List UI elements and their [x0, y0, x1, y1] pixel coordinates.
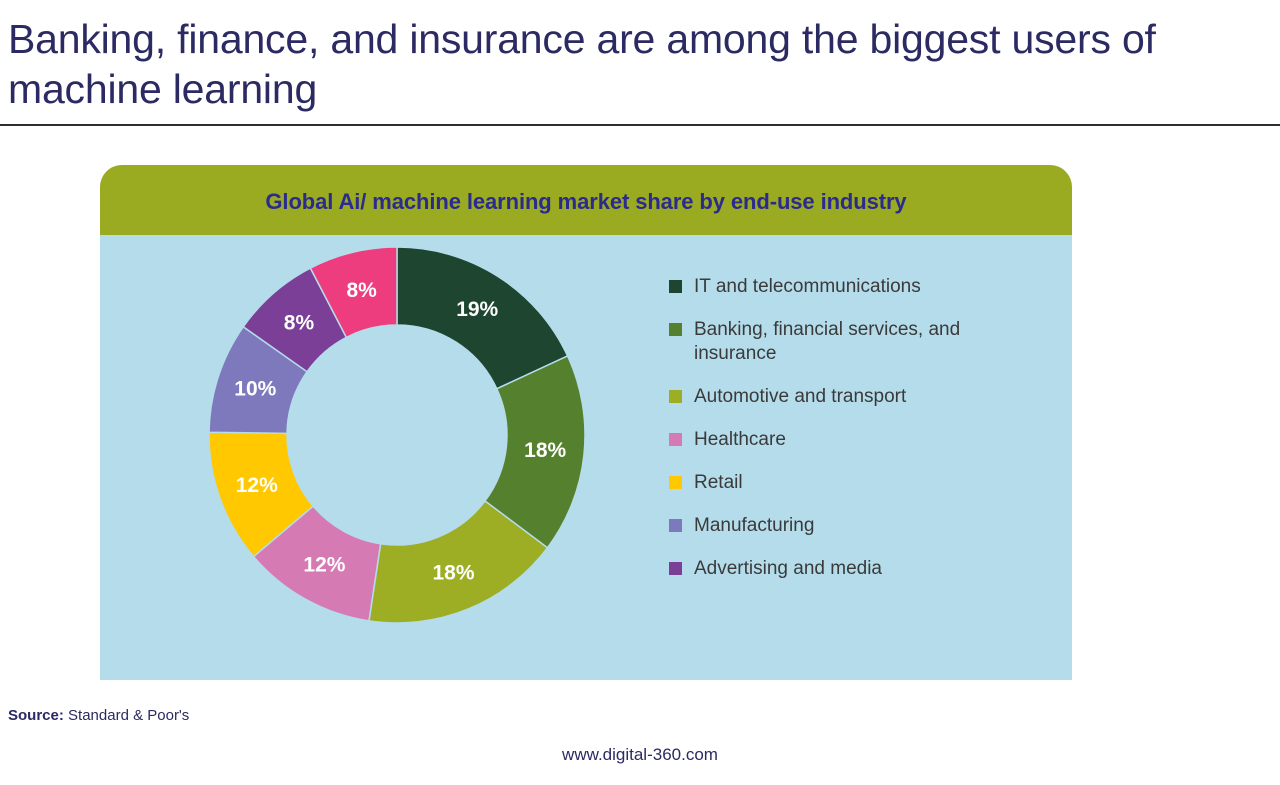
- donut-slice[interactable]: [309, 246, 398, 339]
- donut-svg: 19% 18% 18% 12% 12% 10% 8% 8%: [208, 246, 586, 624]
- donut-slice-label: 8%: [284, 311, 315, 334]
- donut-slice-group: [208, 246, 586, 624]
- site-url: www.digital-360.com: [562, 745, 718, 764]
- legend-swatch-icon: [669, 280, 682, 293]
- legend-item-label: IT and telecommunications: [694, 276, 921, 297]
- legend-item[interactable]: Automotive and transport: [669, 385, 1039, 409]
- legend-item-label: Healthcare: [694, 429, 786, 450]
- legend-swatch-icon: [669, 433, 682, 446]
- legend-item-label: Automotive and transport: [694, 386, 907, 407]
- chart-header-bar: Global Ai/ machine learning market share…: [100, 165, 1072, 235]
- legend-swatch-icon: [669, 562, 682, 575]
- legend-item[interactable]: IT and telecommunications: [669, 275, 1039, 299]
- donut-slice-label: 8%: [346, 279, 377, 302]
- legend-swatch-icon: [669, 323, 682, 336]
- page-title: Banking, finance, and insurance are amon…: [8, 16, 1156, 112]
- donut-chart: 19% 18% 18% 12% 12% 10% 8% 8%: [207, 245, 587, 625]
- legend-item-label: Retail: [694, 472, 743, 493]
- chart-card: Global Ai/ machine learning market share…: [100, 165, 1072, 680]
- donut-slice-label: 18%: [432, 561, 474, 584]
- legend-item[interactable]: Healthcare: [669, 428, 1039, 452]
- chart-body: 19% 18% 18% 12% 12% 10% 8% 8% IT and telecommun…: [100, 235, 1072, 680]
- donut-label-group: 19% 18% 18% 12% 12% 10% 8% 8%: [234, 279, 566, 585]
- legend-item-label: Manufacturing: [694, 515, 815, 536]
- legend-swatch-icon: [669, 476, 682, 489]
- donut-slice-label: 10%: [234, 377, 276, 400]
- source-label: Source:: [8, 707, 64, 724]
- legend-item[interactable]: Manufacturing: [669, 514, 1039, 538]
- legend-item-label: Advertising and media: [694, 558, 882, 579]
- title-divider: [0, 124, 1280, 126]
- legend-item[interactable]: Retail: [669, 471, 1039, 495]
- legend-item-label: Banking, financial services, and insuran…: [694, 319, 961, 364]
- donut-slice-label: 19%: [456, 298, 498, 321]
- source-note: Source: Standard & Poor's: [8, 707, 189, 724]
- donut-slice-label: 12%: [236, 474, 278, 497]
- legend-item[interactable]: Banking, financial services, and insuran…: [669, 318, 1039, 366]
- donut-slice-label: 18%: [524, 439, 566, 462]
- chart-title: Global Ai/ machine learning market share…: [265, 189, 907, 214]
- chart-legend: IT and telecommunications Banking, financ…: [669, 275, 1039, 600]
- legend-item[interactable]: Advertising and media: [669, 557, 1039, 581]
- legend-swatch-icon: [669, 519, 682, 532]
- source-value: Standard & Poor's: [68, 707, 190, 724]
- legend-swatch-icon: [669, 390, 682, 403]
- donut-slice-label: 12%: [303, 554, 345, 577]
